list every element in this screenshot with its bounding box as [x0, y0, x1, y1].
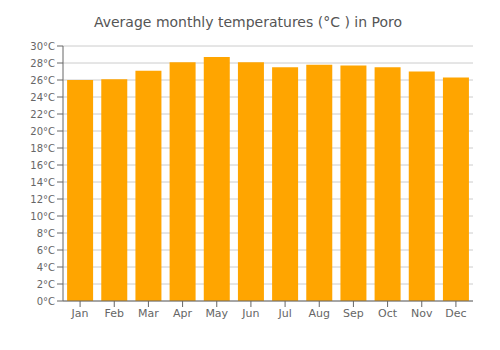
svg-text:May: May [205, 307, 228, 320]
svg-text:Jan: Jan [71, 307, 89, 320]
svg-text:14°C: 14°C [30, 177, 55, 188]
svg-text:Oct: Oct [378, 307, 398, 320]
svg-text:10°C: 10°C [30, 211, 55, 222]
svg-text:4°C: 4°C [37, 262, 55, 273]
svg-text:24°C: 24°C [30, 92, 55, 103]
svg-text:Dec: Dec [445, 307, 466, 320]
svg-text:Jun: Jun [241, 307, 259, 320]
svg-text:Apr: Apr [173, 307, 193, 320]
html-text:Average monthly temperatures (: Average monthly temperatures (°C ) in Po… [94, 14, 402, 30]
svg-text:6°C: 6°C [37, 245, 55, 256]
svg-text:Feb: Feb [105, 307, 124, 320]
svg-text:Jul: Jul [277, 307, 291, 320]
svg-text:20°C: 20°C [30, 126, 55, 137]
svg-text:Sep: Sep [343, 307, 364, 320]
svg-text:2°C: 2°C [37, 279, 55, 290]
svg-text:22°C: 22°C [30, 109, 55, 120]
svg-text:30°C: 30°C [30, 41, 55, 52]
svg-text:16°C: 16°C [30, 160, 55, 171]
svg-text:18°C: 18°C [30, 143, 55, 154]
svg-text:26°C: 26°C [30, 75, 55, 86]
svg-text:0°C: 0°C [37, 296, 55, 307]
svg-text:8°C: 8°C [37, 228, 55, 239]
svg-text:Mar: Mar [138, 307, 159, 320]
svg-text:Nov: Nov [411, 307, 433, 320]
svg-text:12°C: 12°C [30, 194, 55, 205]
svg-text:28°C: 28°C [30, 58, 55, 69]
svg-text:Aug: Aug [309, 307, 330, 320]
